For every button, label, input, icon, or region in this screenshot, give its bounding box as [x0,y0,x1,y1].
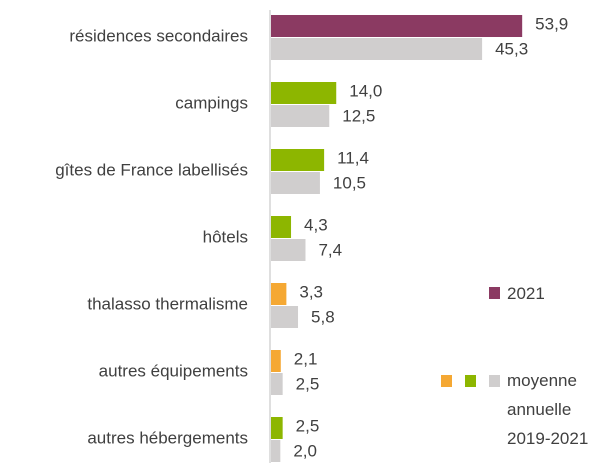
legend-swatch [465,375,476,387]
value-label: 11,4 [337,148,369,167]
bar [271,350,281,372]
legend-label: moyenne annuelle 2019-2021 [507,371,589,448]
value-label: 10,5 [333,173,366,192]
bar [271,15,523,37]
value-label: 7,4 [318,240,342,259]
value-label: 2,1 [294,349,318,368]
bar [271,149,325,171]
category-label: gîtes de France labellisés [55,160,248,179]
legend-swatch [489,287,500,299]
bar [271,216,292,238]
value-label: 53,9 [535,14,568,33]
bar [271,38,483,60]
bar [271,417,283,439]
category-label: hôtels [203,227,248,246]
bar [271,373,283,395]
bar [271,82,337,104]
bar [271,283,287,305]
bar [271,306,299,328]
category-label: campings [175,93,248,112]
value-label: 2,0 [293,441,317,460]
value-label: 12,5 [342,106,375,125]
category-label: résidences secondaires [69,26,248,45]
legend-label: 2021 [507,284,545,303]
value-label: 2,5 [296,374,320,393]
value-label: 2,5 [296,416,320,435]
value-label: 5,8 [311,307,335,326]
value-label: 4,3 [304,215,328,234]
category-label: thalasso thermalisme [87,294,248,313]
value-label: 45,3 [495,39,528,58]
category-label: autres hébergements [87,428,248,447]
bar [271,440,281,462]
bar [271,172,320,194]
category-label: autres équipements [99,361,248,380]
legend-swatch [441,375,452,387]
bar [271,239,306,261]
value-label: 14,0 [349,81,382,100]
legend-swatch [489,375,500,387]
value-label: 3,3 [299,282,323,301]
bar [271,105,330,127]
